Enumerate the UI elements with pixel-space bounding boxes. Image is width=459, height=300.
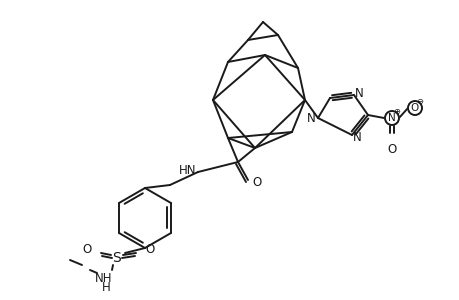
Text: O: O (386, 142, 396, 155)
Text: S: S (112, 251, 121, 265)
Text: ⊖: ⊖ (415, 97, 423, 106)
Text: O: O (82, 244, 91, 256)
Text: N: N (387, 113, 395, 123)
Text: H: H (101, 281, 110, 295)
Text: O: O (145, 244, 154, 256)
Text: HN: HN (179, 164, 196, 176)
Circle shape (407, 101, 421, 115)
Circle shape (384, 111, 398, 125)
Text: O: O (252, 176, 261, 188)
Text: ⊕: ⊕ (392, 106, 400, 116)
Text: O: O (410, 103, 418, 113)
Text: NH: NH (95, 272, 112, 286)
Text: N: N (306, 112, 315, 124)
Text: N: N (352, 130, 361, 143)
Text: N: N (354, 86, 363, 100)
